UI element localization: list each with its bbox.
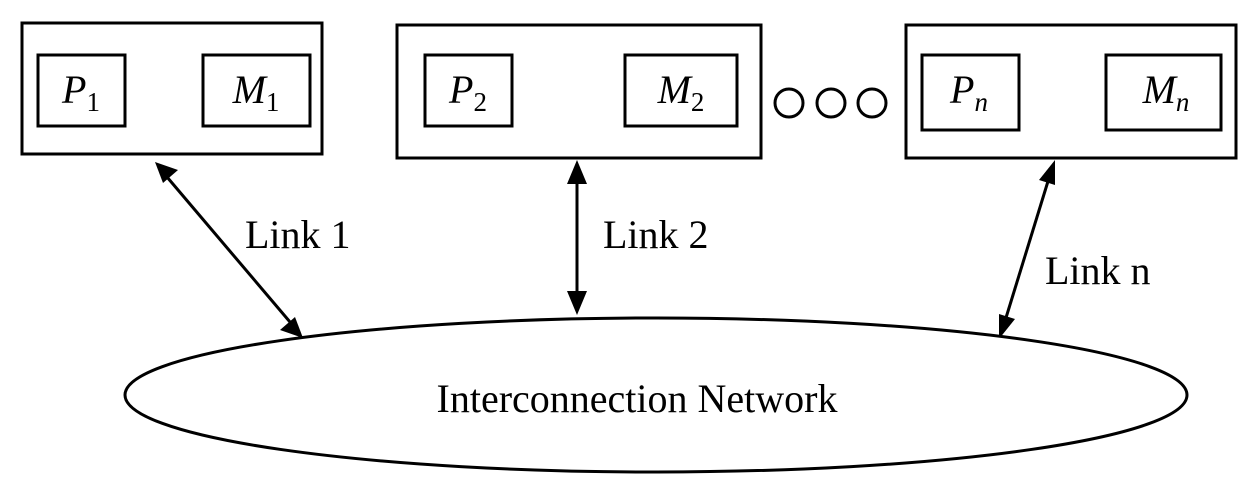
node-2: P2 M2 xyxy=(395,23,763,160)
link-1-label: Link 1 xyxy=(245,212,351,257)
node-1-memory-box xyxy=(201,53,312,128)
interconnection-network: Interconnection Network xyxy=(123,316,1189,474)
node-1-processor-box xyxy=(36,53,127,128)
node-n: Pn Mn xyxy=(904,23,1238,160)
link-n-arrowhead-top xyxy=(1039,160,1055,185)
link-1-arrowhead-top xyxy=(155,162,178,183)
link-1-arrow xyxy=(155,162,303,338)
network-label: Interconnection Network xyxy=(437,376,838,421)
node-n-memory-box xyxy=(1104,53,1223,132)
link-2-arrowhead-top xyxy=(567,160,587,184)
node-1-memory-label: M1 xyxy=(232,67,280,117)
link-1-arrowhead-bottom xyxy=(280,317,303,338)
node-n-memory-label: Mn xyxy=(1142,67,1190,117)
ellipsis-circle-1 xyxy=(773,87,805,119)
node-2-memory-label: M2 xyxy=(657,67,705,117)
network-ellipse xyxy=(123,316,1189,474)
link-2-arrowhead-bottom xyxy=(567,291,587,315)
node-2-memory-box xyxy=(623,53,739,128)
link-1-line xyxy=(165,176,292,323)
node-1: P1 M1 xyxy=(20,21,324,156)
link-n-arrowhead-bottom xyxy=(999,314,1015,339)
link-n-line xyxy=(1003,177,1051,322)
node-2-processor-label: P2 xyxy=(448,67,487,117)
link-2-label: Link 2 xyxy=(603,212,709,257)
link-2-arrow xyxy=(567,160,587,315)
node-2-processor-box xyxy=(423,53,514,128)
ellipsis-circles xyxy=(773,87,888,119)
link-n-arrow xyxy=(999,160,1055,339)
ellipsis-circle-3 xyxy=(856,87,888,119)
link-n-label: Link n xyxy=(1045,248,1151,293)
node-n-processor-box xyxy=(920,53,1021,132)
node-1-processor-label: P1 xyxy=(61,67,100,117)
node-n-processor-label: Pn xyxy=(949,67,988,117)
ellipsis-circle-2 xyxy=(815,87,847,119)
